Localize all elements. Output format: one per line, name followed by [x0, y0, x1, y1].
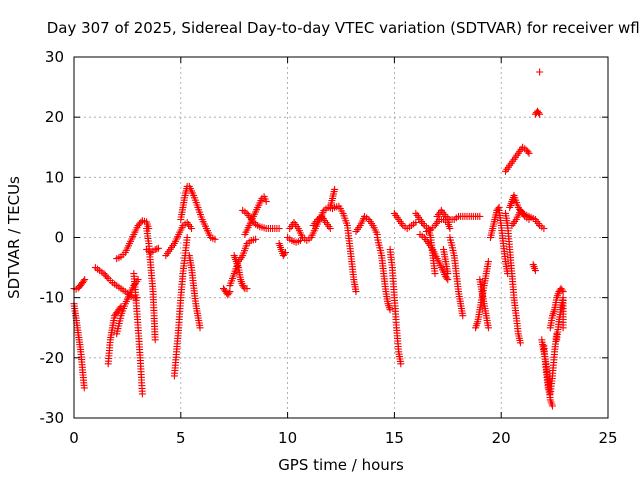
- data-point: [80, 384, 88, 392]
- data-point: [484, 324, 492, 332]
- data-point: [484, 258, 492, 266]
- y-tick-label: 10: [45, 168, 64, 186]
- x-tick-label: 20: [492, 429, 511, 447]
- data-point: [352, 288, 360, 296]
- data-point: [516, 339, 524, 347]
- x-axis-label: GPS time / hours: [278, 456, 404, 474]
- data-point: [540, 225, 548, 232]
- data-point: [536, 68, 544, 76]
- data-point: [151, 336, 159, 344]
- data-point: [282, 249, 289, 256]
- data-point: [153, 245, 161, 253]
- x-tick-label: 25: [598, 429, 617, 447]
- data-point: [136, 220, 143, 228]
- data-point: [444, 270, 452, 278]
- data-point: [188, 225, 195, 232]
- data-point: [262, 197, 270, 205]
- data-point: [331, 185, 339, 193]
- data-point: [397, 360, 405, 368]
- data-point: [536, 110, 544, 118]
- data-point: [138, 390, 146, 398]
- data-point: [134, 276, 142, 284]
- data-point: [525, 216, 533, 223]
- data-point: [412, 219, 420, 226]
- grid-lines: [74, 57, 608, 418]
- data-point: [80, 277, 88, 285]
- data-point: [431, 270, 439, 278]
- data-point: [558, 286, 566, 294]
- data-point: [243, 285, 251, 293]
- chart-title: Day 307 of 2025, Sidereal Day-to-day VTE…: [47, 19, 640, 37]
- data-point: [100, 270, 108, 278]
- data-point: [240, 283, 248, 291]
- data-point: [476, 212, 484, 220]
- y-tick-label: 0: [54, 229, 64, 247]
- data-point: [459, 312, 467, 320]
- data-point: [443, 274, 451, 282]
- data-point: [196, 324, 204, 332]
- data-point: [249, 217, 257, 225]
- data-point: [226, 288, 234, 296]
- data-point: [151, 246, 159, 253]
- data-point: [535, 109, 543, 117]
- y-tick-label: -30: [40, 409, 65, 427]
- data-point: [154, 244, 162, 252]
- data-point: [531, 267, 539, 275]
- data-point: [103, 273, 111, 281]
- y-tick-label: 20: [45, 108, 64, 126]
- data-point: [250, 219, 258, 227]
- data-point: [524, 148, 532, 156]
- x-tick-label: 15: [385, 429, 404, 447]
- data-point: [211, 235, 219, 243]
- data-points: [70, 68, 567, 410]
- data-point: [444, 276, 452, 284]
- y-axis-label: SDTVAR / TECUs: [5, 176, 23, 299]
- data-point: [559, 288, 567, 296]
- data-point: [296, 237, 304, 244]
- data-point: [549, 402, 556, 410]
- data-point: [275, 225, 283, 232]
- x-tick-label: 10: [278, 429, 297, 447]
- data-point: [252, 235, 260, 243]
- data-point: [559, 324, 567, 332]
- y-tick-label: 30: [45, 48, 64, 66]
- x-tick-label: 5: [176, 429, 186, 447]
- data-point: [280, 250, 288, 258]
- data-point: [446, 225, 454, 232]
- data-point: [386, 306, 394, 314]
- x-tick-label: 0: [69, 429, 79, 447]
- data-point: [101, 271, 109, 279]
- data-point: [81, 276, 89, 284]
- axis-ticks: 0 5 10 15 20 25 -30 -20 -10 0 10 20 30: [40, 48, 618, 447]
- data-point: [183, 234, 191, 241]
- data-point: [525, 149, 533, 157]
- y-tick-label: -10: [40, 289, 65, 307]
- data-point: [494, 205, 502, 213]
- data-point: [326, 225, 334, 232]
- data-point: [225, 289, 233, 297]
- y-tick-label: -20: [40, 349, 65, 367]
